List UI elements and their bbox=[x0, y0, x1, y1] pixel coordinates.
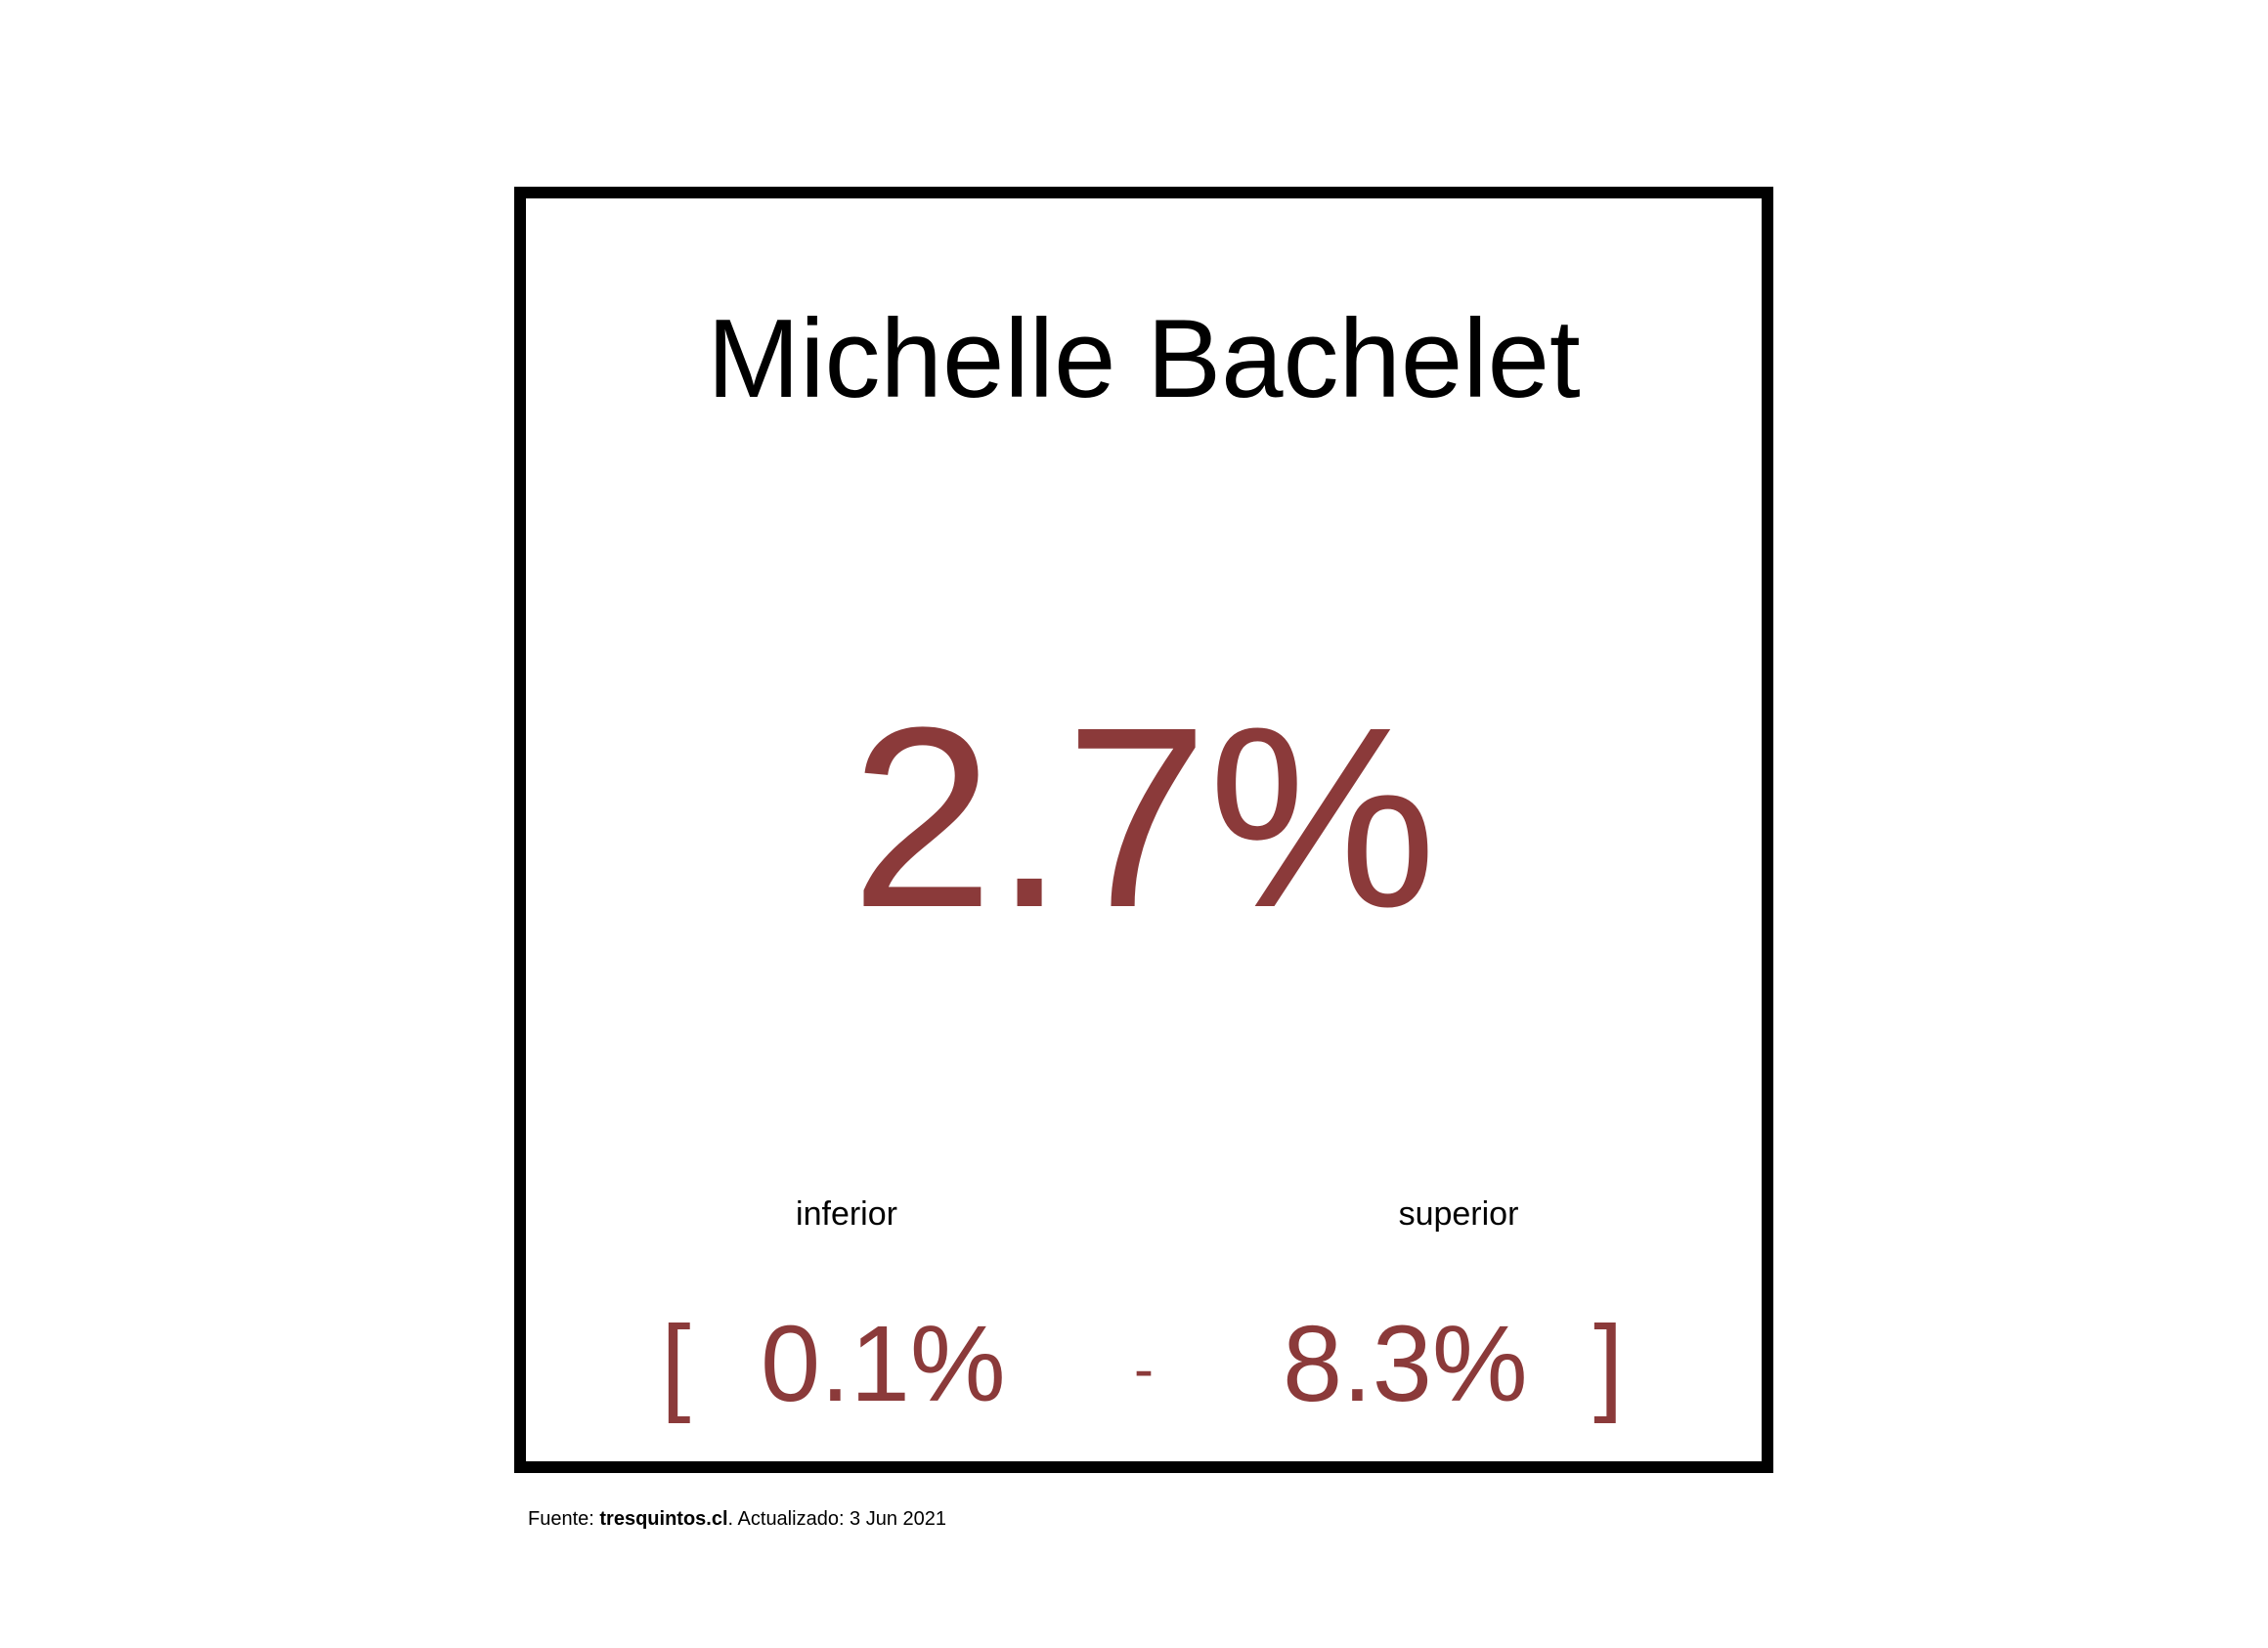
estimate-card: Michelle Bachelet 2.7% inferior superior… bbox=[514, 187, 1773, 1473]
footer-source-link: tresquintos.cl bbox=[599, 1508, 728, 1530]
lower-bound-value: 0.1% bbox=[761, 1304, 1006, 1424]
upper-bound-label: superior bbox=[1398, 1195, 1519, 1233]
lower-bound-label: inferior bbox=[796, 1195, 897, 1233]
range-separator: - bbox=[1134, 1336, 1154, 1402]
candidate-name: Michelle Bachelet bbox=[707, 297, 1581, 421]
source-footer: Fuente: tresquintos.cl. Actualizado: 3 J… bbox=[528, 1509, 946, 1529]
upper-bound-value: 8.3% bbox=[1283, 1304, 1528, 1424]
footer-prefix: Fuente: bbox=[528, 1508, 600, 1530]
range-bracket-close: ] bbox=[1593, 1304, 1624, 1424]
range-bracket-open: [ bbox=[661, 1304, 691, 1424]
footer-updated: . Actualizado: 3 Jun 2021 bbox=[727, 1508, 947, 1530]
main-estimate-value: 2.7% bbox=[850, 673, 1437, 961]
